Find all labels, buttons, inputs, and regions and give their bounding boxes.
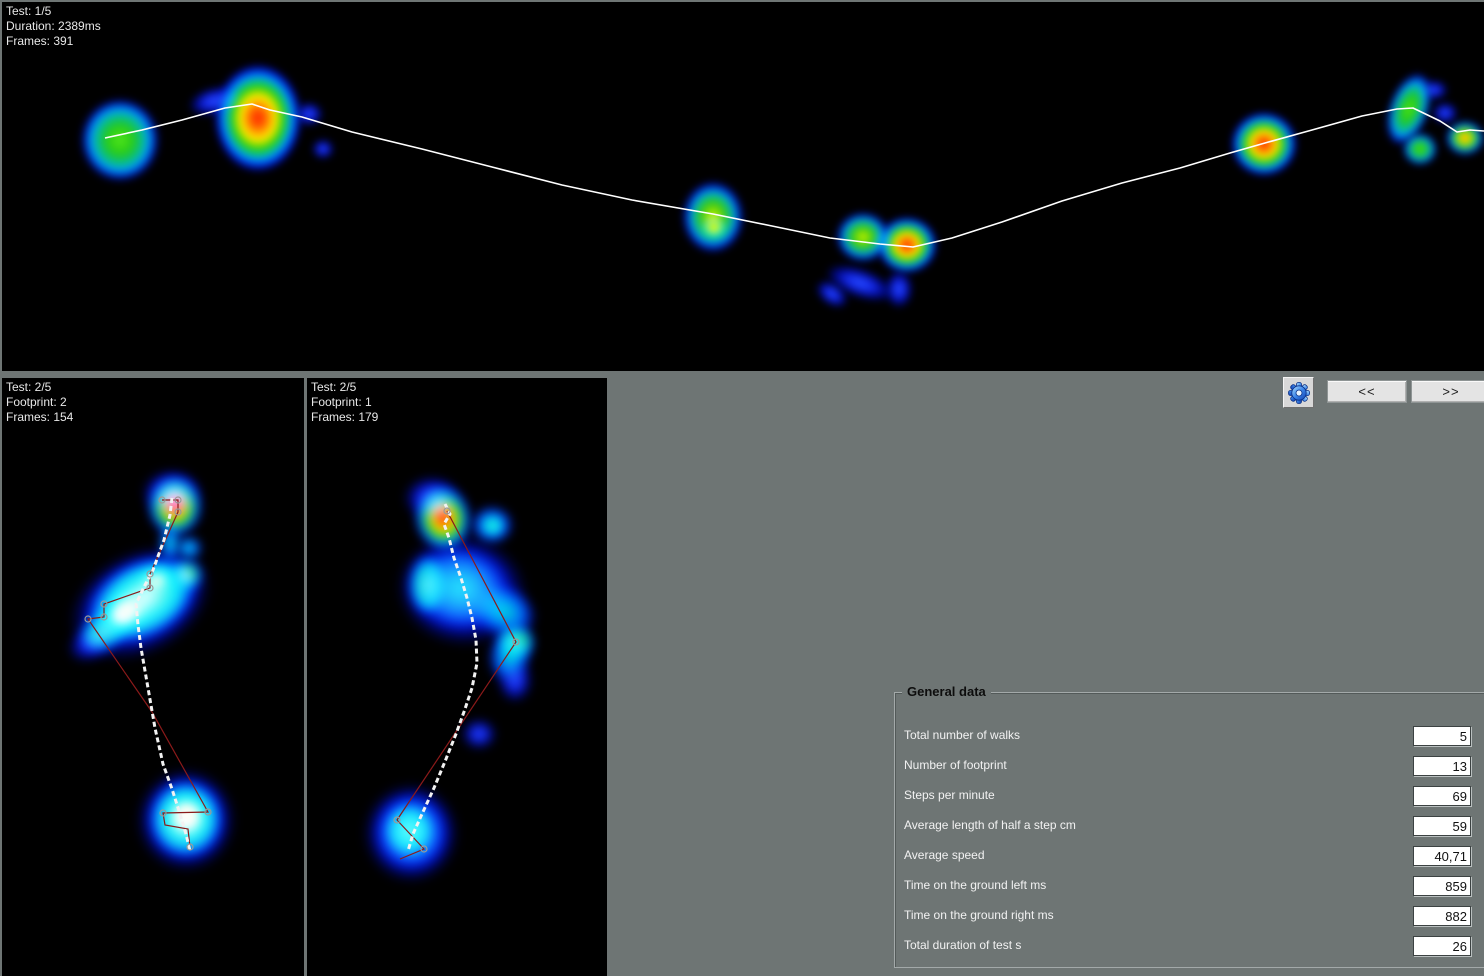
field-label: Total duration of test s [904,938,1022,952]
heat-blob [462,719,496,749]
heat-blob [471,506,513,544]
footprint-right-trajectory [393,503,520,860]
field-label: Steps per minute [904,788,995,802]
field-row: Total number of walks [895,726,1484,746]
field-row: Average length of half a step cm [895,816,1484,836]
settings-button[interactable] [1283,377,1314,408]
general-data-groupbox: General data Total number of walks Numbe… [894,684,1484,968]
walkway-trajectory [104,103,1484,248]
footprint-number-label: Footprint: 1 [311,395,372,409]
field-row: Number of footprint [895,756,1484,776]
gait-trajectory-line [104,103,1484,248]
heat-blob [312,139,334,159]
heat-blob [80,98,160,182]
field-row: Time on the ground left ms [895,876,1484,896]
cop-path-red [86,499,210,848]
previous-test-button[interactable]: << [1327,380,1407,403]
heat-blob [682,181,744,253]
heat-blob [1446,121,1484,155]
half-step-length-field[interactable] [1413,816,1471,836]
footprint-right-info: Test: 2/5 Footprint: 1 Frames: 179 [311,380,378,425]
heat-blob [214,64,302,172]
footprint-panel-right: Test: 2/5 Footprint: 1 Frames: 179 [307,378,607,976]
groupbox-title: General data [902,684,991,699]
walkway-heatmap-panel: Test: 1/5 Duration: 2389ms Frames: 391 [2,2,1484,371]
duration-label: Duration: 2389ms [6,19,101,33]
heat-blob [1432,102,1458,124]
field-row: Total duration of test s [895,936,1484,956]
cop-path-white [134,497,192,852]
field-label: Number of footprint [904,758,1007,772]
test-number-label: Test: 1/5 [6,4,52,18]
field-label: Time on the ground left ms [904,878,1047,892]
frames-label: Frames: 391 [6,34,74,48]
steps-per-minute-field[interactable] [1413,786,1471,806]
cop-path-white [406,503,479,852]
field-label: Average length of half a step cm [904,818,1076,832]
frames-label: Frames: 179 [311,410,379,424]
footprint-number-label: Footprint: 2 [6,395,67,409]
field-row: Steps per minute [895,786,1484,806]
field-label: Average speed [904,848,985,862]
footprint-panel-left: Test: 2/5 Footprint: 2 Frames: 154 [2,378,304,976]
field-row: Time on the ground right ms [895,906,1484,926]
ground-time-right-field[interactable] [1413,906,1471,926]
ground-time-left-field[interactable] [1413,876,1471,896]
field-label: Time on the ground right ms [904,908,1054,922]
test-number-label: Test: 2/5 [6,380,52,394]
total-walks-field[interactable] [1413,726,1471,746]
heat-blob [836,212,890,262]
cop-markers [84,496,212,851]
cop-path-red [396,510,517,860]
field-label: Total number of walks [904,728,1021,742]
next-test-button[interactable]: >> [1411,380,1484,403]
average-speed-field[interactable] [1413,846,1471,866]
cop-markers [393,507,520,853]
test-number-label: Test: 2/5 [311,380,357,394]
walkway-panel-info: Test: 1/5 Duration: 2389ms Frames: 391 [6,4,101,49]
frames-label: Frames: 154 [6,410,74,424]
heat-blob [136,768,236,872]
footprint-left-info: Test: 2/5 Footprint: 2 Frames: 154 [6,380,73,425]
gear-icon [1287,381,1310,404]
footprint-left-trajectory [84,496,212,852]
test-duration-field[interactable] [1413,936,1471,956]
field-row: Average speed [895,846,1484,866]
footprint-count-field[interactable] [1413,756,1471,776]
